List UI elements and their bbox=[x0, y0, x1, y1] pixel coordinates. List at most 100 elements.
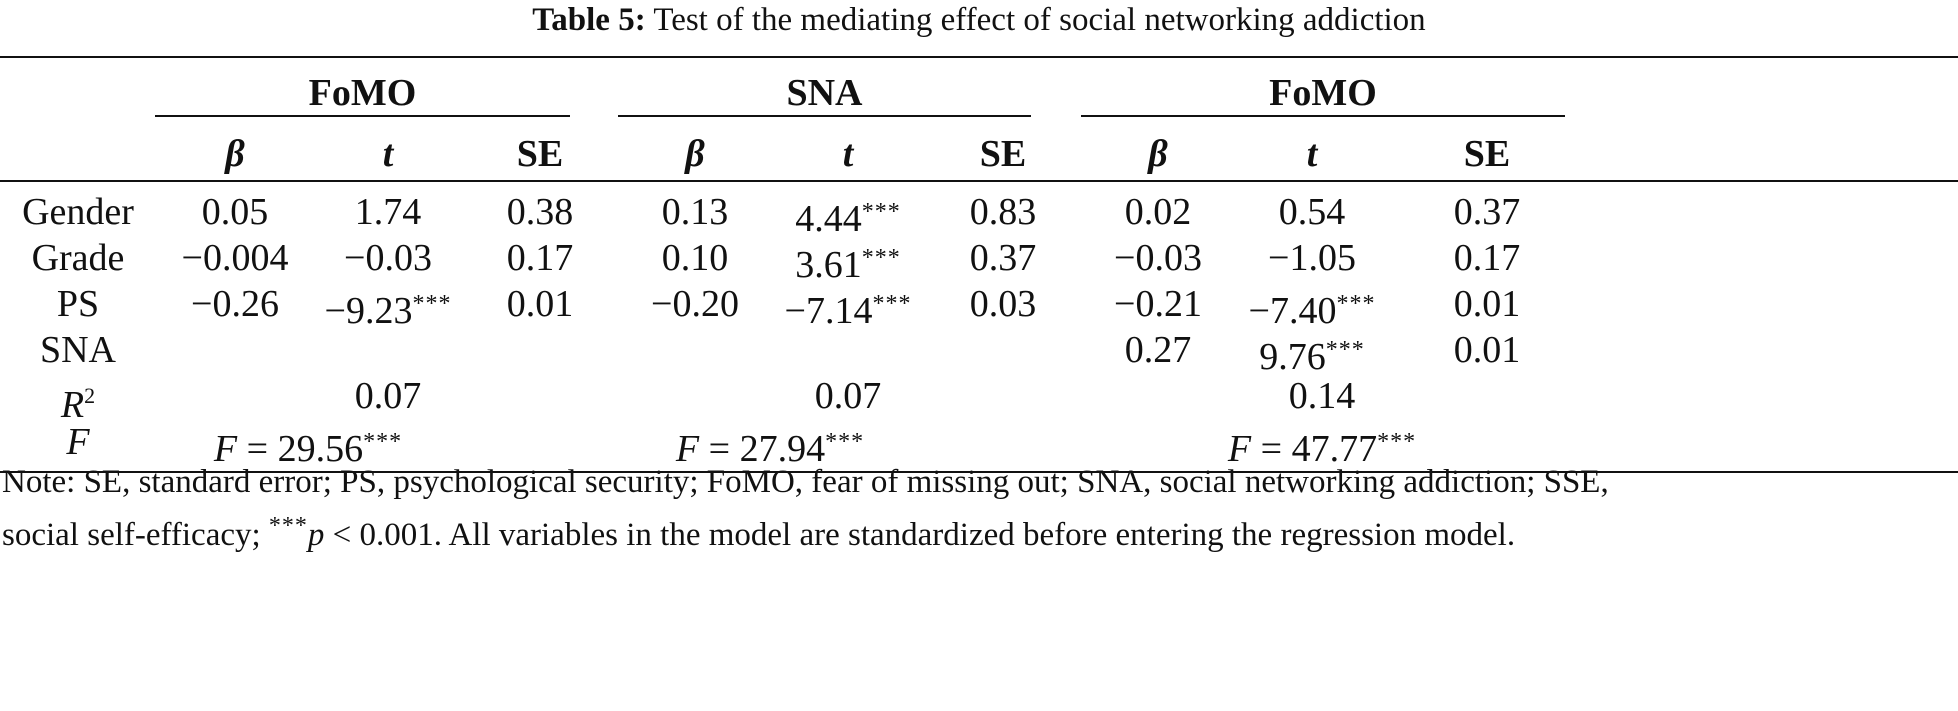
table-cell-value: 0.01 bbox=[1453, 283, 1521, 325]
table-cell-value: 9.76 bbox=[1259, 336, 1326, 378]
r-squared-value-value: 0.07 bbox=[814, 375, 882, 417]
table-cell-value: −7.14 bbox=[784, 290, 873, 332]
table-cell-value: −9.23 bbox=[324, 290, 413, 332]
table-cell: −0.26 bbox=[135, 281, 335, 327]
row-label: Grade bbox=[31, 237, 125, 279]
row-label-r-squared: R2 bbox=[3, 373, 153, 428]
table-cell-value: 0.83 bbox=[969, 191, 1037, 233]
table-cell-value: 0.05 bbox=[201, 191, 269, 233]
table-cell: 0.27 bbox=[1058, 327, 1258, 373]
table-cell-significance: *** bbox=[861, 199, 901, 225]
table-caption: Table 5: Test of the mediating effect of… bbox=[0, 0, 1958, 40]
table-cell: 0.37 bbox=[1387, 189, 1587, 235]
table-cell-value: 0.37 bbox=[969, 237, 1037, 279]
table-cell-value: 0.03 bbox=[969, 283, 1037, 325]
r-squared-symbol: R bbox=[60, 384, 85, 426]
table-cell: 0.02 bbox=[1058, 189, 1258, 235]
table-note-stars: *** bbox=[268, 513, 308, 539]
table-cell-value: 0.54 bbox=[1278, 191, 1346, 233]
table-cell-value: −0.21 bbox=[1114, 283, 1202, 325]
table-cell: −0.03 bbox=[288, 235, 488, 281]
row-label-f: F bbox=[66, 421, 90, 463]
table-cell-significance: *** bbox=[412, 291, 452, 317]
table-note-suffix: < 0.001. All variables in the model are … bbox=[324, 517, 1516, 553]
subheader-t: t bbox=[382, 133, 394, 175]
table-cell-value: 1.74 bbox=[354, 191, 422, 233]
group-underline-fomo bbox=[155, 115, 570, 117]
table-cell-value: 0.27 bbox=[1124, 329, 1192, 371]
group-underline-fomo-2 bbox=[1081, 115, 1565, 117]
subheader-se: SE bbox=[1463, 133, 1511, 175]
table-cell-value: 0.38 bbox=[506, 191, 574, 233]
table-cell-value: −7.40 bbox=[1248, 290, 1337, 332]
subheader-beta: β bbox=[1148, 133, 1168, 175]
table-cell-value: 0.17 bbox=[1453, 237, 1521, 279]
table-cell: 9.76*** bbox=[1212, 327, 1412, 380]
f-statistic: F = 47.77*** bbox=[1162, 419, 1482, 472]
table-cell-significance: *** bbox=[1336, 291, 1376, 317]
subheader-t: t bbox=[842, 133, 854, 175]
table-cell: 1.74 bbox=[288, 189, 488, 235]
table-cell: −1.05 bbox=[1212, 235, 1412, 281]
table-caption-label: Table 5: bbox=[532, 2, 646, 38]
r-squared-value-value: 0.07 bbox=[354, 375, 422, 417]
table-cell: 0.54 bbox=[1212, 189, 1412, 235]
table-cell: 0.83 bbox=[903, 189, 1103, 235]
f-statistic: F = 27.94*** bbox=[610, 419, 930, 472]
subheader-se: SE bbox=[979, 133, 1027, 175]
table-cell-value: 0.37 bbox=[1453, 191, 1521, 233]
table-cell-significance: *** bbox=[872, 291, 912, 317]
table-cell-value: 0.01 bbox=[1453, 329, 1521, 371]
table-cell-value: 3.61 bbox=[795, 244, 862, 286]
table-cell-value: 0.13 bbox=[661, 191, 729, 233]
f-statistic-significance: *** bbox=[1377, 429, 1417, 455]
table-note-line-2: social self-efficacy; ***p < 0.001. All … bbox=[2, 504, 1958, 557]
top-rule bbox=[0, 56, 1958, 58]
table-cell-value: −0.26 bbox=[191, 283, 279, 325]
table-cell: 4.44*** bbox=[748, 189, 948, 242]
f-statistic-significance: *** bbox=[363, 429, 403, 455]
table-cell-value: −0.004 bbox=[181, 237, 289, 279]
table-cell-significance: *** bbox=[861, 245, 901, 271]
r-squared-value-value: 0.14 bbox=[1288, 375, 1356, 417]
r-squared-value: 0.14 bbox=[1202, 373, 1442, 419]
table-cell: 0.01 bbox=[440, 281, 640, 327]
table-cell: 0.37 bbox=[903, 235, 1103, 281]
f-statistic: F = 29.56*** bbox=[148, 419, 468, 472]
table-cell: −0.004 bbox=[135, 235, 335, 281]
table-cell-value: −0.20 bbox=[651, 283, 739, 325]
table-cell: 3.61*** bbox=[748, 235, 948, 288]
group-header-fomo-2: FoMO bbox=[1269, 72, 1377, 114]
table-cell: −9.23*** bbox=[288, 281, 488, 334]
row-label: PS bbox=[56, 283, 100, 325]
table-cell: 0.38 bbox=[440, 189, 640, 235]
group-underline-sna bbox=[618, 115, 1031, 117]
table-cell: 0.03 bbox=[903, 281, 1103, 327]
table-cell-value: 4.44 bbox=[795, 198, 862, 240]
r-squared-value: 0.07 bbox=[728, 373, 968, 419]
table-note-line-1: Note: SE, standard error; PS, psychologi… bbox=[2, 464, 1609, 500]
table-cell: 0.01 bbox=[1387, 327, 1587, 373]
table-cell: −7.40*** bbox=[1212, 281, 1412, 334]
table-cell: −7.14*** bbox=[748, 281, 948, 334]
f-statistic-significance: *** bbox=[825, 429, 865, 455]
bottom-rule bbox=[0, 471, 1958, 473]
group-header-sna: SNA bbox=[786, 72, 863, 114]
table-cell-value: −1.05 bbox=[1268, 237, 1356, 279]
group-header-fomo: FoMO bbox=[308, 72, 417, 114]
table-cell-value: 0.02 bbox=[1124, 191, 1192, 233]
table-cell-value: −0.03 bbox=[1114, 237, 1202, 279]
table-cell: 0.17 bbox=[440, 235, 640, 281]
table-caption-text: Test of the mediating effect of social n… bbox=[653, 2, 1426, 38]
subheader-beta: β bbox=[225, 133, 245, 175]
table-cell: 0.10 bbox=[595, 235, 795, 281]
table-cell: −0.20 bbox=[595, 281, 795, 327]
table-cell: 0.13 bbox=[595, 189, 795, 235]
subheader-t: t bbox=[1306, 133, 1318, 175]
table-cell-value: −0.03 bbox=[344, 237, 432, 279]
table-note-prefix: social self-efficacy; bbox=[2, 517, 269, 553]
row-label: SNA bbox=[39, 329, 117, 371]
table-cell-value: 0.10 bbox=[661, 237, 729, 279]
row-label: Gender bbox=[22, 191, 134, 233]
table-cell: −0.21 bbox=[1058, 281, 1258, 327]
